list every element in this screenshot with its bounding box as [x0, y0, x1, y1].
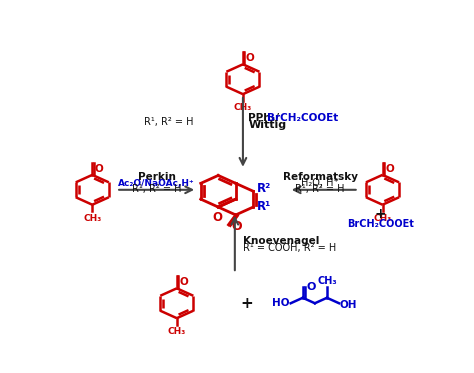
Text: OH: OH [340, 300, 357, 310]
Text: O: O [385, 164, 394, 174]
Text: Ac₂O/NaOAc,H⁺: Ac₂O/NaOAc,H⁺ [118, 179, 195, 188]
Text: O: O [180, 278, 188, 287]
Text: H₂O, H⁺: H₂O, H⁺ [301, 178, 339, 188]
Text: R¹: R¹ [257, 200, 271, 213]
Text: O: O [246, 53, 255, 63]
Text: O: O [95, 164, 104, 174]
Text: HO: HO [272, 298, 289, 308]
Text: +: + [375, 207, 386, 221]
Text: PPh₃/: PPh₃/ [248, 113, 280, 123]
Text: Perkin: Perkin [137, 172, 175, 182]
Text: CH₃: CH₃ [83, 214, 101, 223]
Text: Wittig: Wittig [248, 120, 287, 130]
Text: R²: R² [257, 182, 271, 195]
Text: CH₃: CH₃ [317, 276, 337, 286]
Text: O: O [213, 210, 223, 223]
Text: BrCH₂COOEt: BrCH₂COOEt [347, 219, 414, 229]
Text: CH₃: CH₃ [168, 327, 186, 336]
Text: CH₃: CH₃ [234, 103, 252, 112]
Text: Knoevenagel: Knoevenagel [243, 236, 319, 247]
Text: BrCH₂COOEt: BrCH₂COOEt [267, 113, 338, 123]
Text: O: O [231, 220, 242, 233]
Text: CH₃: CH₃ [374, 214, 392, 223]
Text: O: O [307, 282, 316, 292]
Text: Reformatsky: Reformatsky [283, 172, 357, 182]
Text: R¹, R² = H: R¹, R² = H [132, 184, 182, 194]
Text: +: + [240, 296, 253, 311]
Text: R¹, R² = H: R¹, R² = H [144, 117, 193, 127]
Text: R¹, R² = H: R¹, R² = H [295, 184, 345, 194]
Text: R¹ = COOH, R² = H: R¹ = COOH, R² = H [243, 243, 336, 253]
